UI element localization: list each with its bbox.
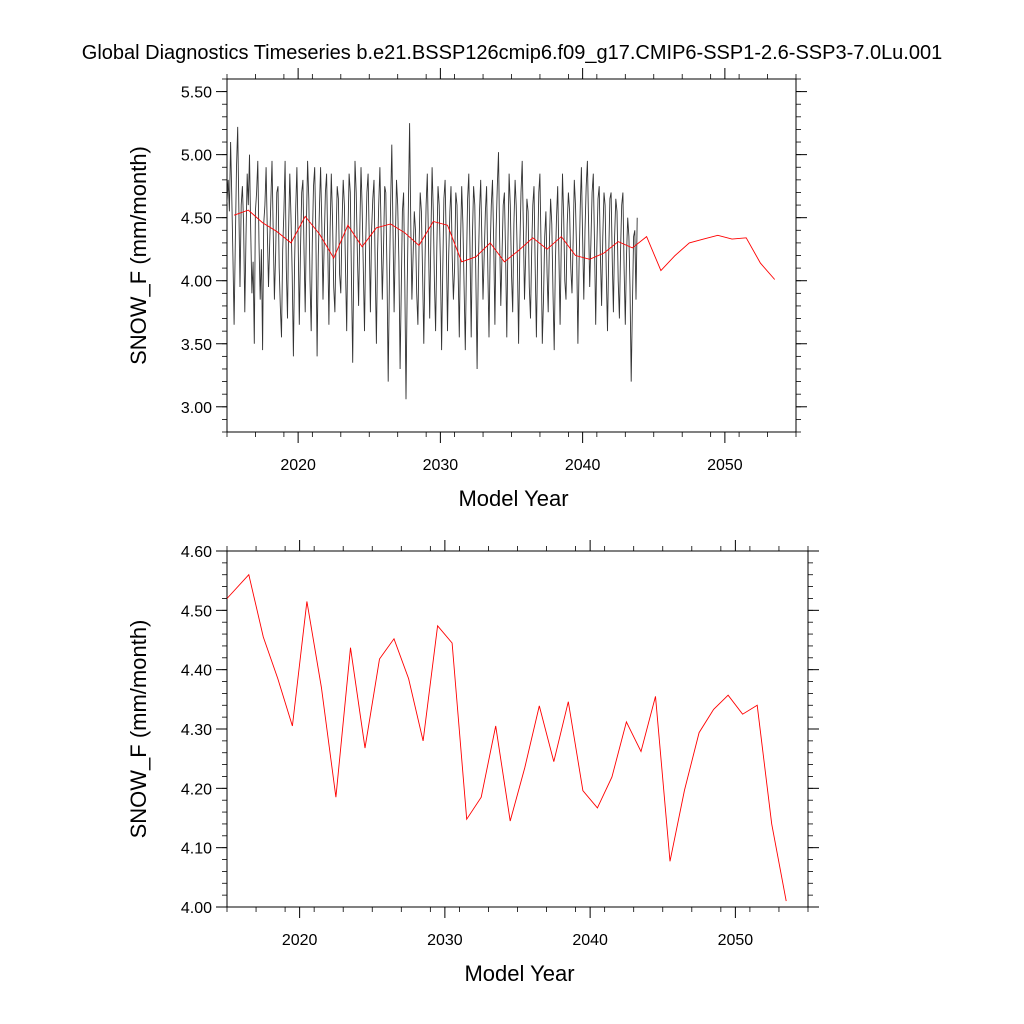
top-y-axis-title: SNOW_F (mm/month) [126,146,151,365]
top-monthly-series-line [227,123,638,400]
bottom-x-tick-label: 2020 [282,932,318,949]
top-annual-series-line [233,209,776,280]
bottom-y-tick-label: 4.10 [181,841,212,858]
top-y-tick-label: 5.00 [181,148,212,165]
bottom-y-tick-label: 4.60 [181,544,212,561]
top-x-tick-label: 2050 [707,457,743,474]
top-x-tick-label: 2040 [565,457,601,474]
top-panel: 3.00 3.50 4.00 4.50 5.00 5.50 2020 2030 2040 2050… [126,68,807,511]
bottom-y-tick-label: 4.20 [181,781,212,798]
bottom-plot-frame [226,550,809,908]
top-y-tick-label: 4.00 [181,274,212,291]
bottom-y-axis-title: SNOW_F (mm/month) [126,620,151,839]
bottom-y-tick-label: 4.40 [181,663,212,680]
top-y-tick-label: 5.50 [181,85,212,102]
bottom-x-axis-title: Model Year [464,961,574,986]
bottom-x-tick-label: 2030 [427,932,463,949]
top-x-tick-label: 2030 [423,457,459,474]
top-y-tick-label: 4.50 [181,211,212,228]
bottom-annual-series-line [227,573,787,902]
bottom-y-tick-label: 4.50 [181,603,212,620]
top-y-tick-label: 3.00 [181,400,212,417]
bottom-y-tick-label: 4.30 [181,722,212,739]
top-y-tick-label: 3.50 [181,337,212,354]
bottom-x-tick-label: 2050 [718,932,754,949]
bottom-panel: 4.00 4.10 4.20 4.30 4.40 4.50 4.60 2020 2030 2040… [126,540,819,986]
chart-title: Global Diagnostics Timeseries b.e21.BSSP… [81,42,943,64]
bottom-y-tick-label: 4.00 [181,900,212,917]
top-x-tick-label: 2020 [280,457,316,474]
bottom-x-tick-label: 2040 [572,932,608,949]
top-x-axis-title: Model Year [458,486,568,511]
